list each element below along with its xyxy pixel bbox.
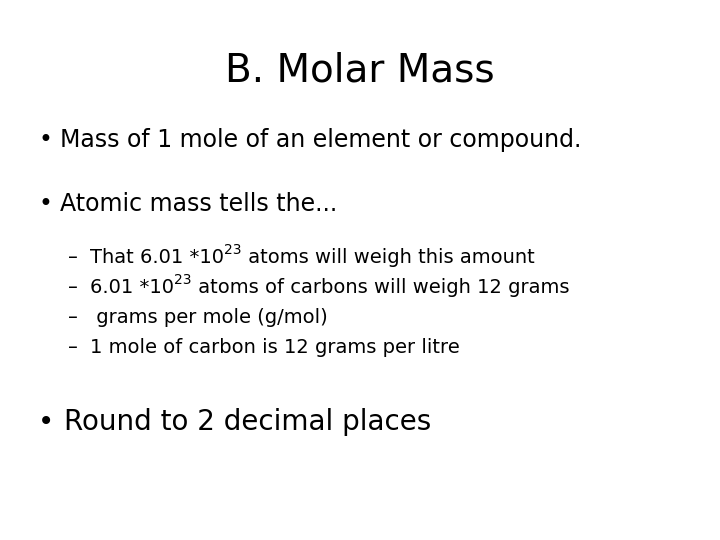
Text: •: • bbox=[38, 192, 52, 216]
Text: 23: 23 bbox=[174, 273, 192, 287]
Text: –: – bbox=[68, 248, 78, 267]
Text: –: – bbox=[68, 338, 78, 357]
Text: Mass of 1 mole of an element or compound.: Mass of 1 mole of an element or compound… bbox=[60, 128, 581, 152]
Text: •: • bbox=[38, 408, 54, 436]
Text: grams per mole (g/mol): grams per mole (g/mol) bbox=[90, 308, 328, 327]
Text: •: • bbox=[38, 128, 52, 152]
Text: –: – bbox=[68, 278, 78, 297]
Text: 6.01 *10: 6.01 *10 bbox=[90, 278, 174, 297]
Text: Round to 2 decimal places: Round to 2 decimal places bbox=[64, 408, 431, 436]
Text: B. Molar Mass: B. Molar Mass bbox=[225, 52, 495, 90]
Text: –: – bbox=[68, 308, 78, 327]
Text: 1 mole of carbon is 12 grams per litre: 1 mole of carbon is 12 grams per litre bbox=[90, 338, 460, 357]
Text: atoms will weigh this amount: atoms will weigh this amount bbox=[241, 248, 534, 267]
Text: Atomic mass tells the...: Atomic mass tells the... bbox=[60, 192, 337, 216]
Text: atoms of carbons will weigh 12 grams: atoms of carbons will weigh 12 grams bbox=[192, 278, 569, 297]
Text: 23: 23 bbox=[224, 242, 241, 256]
Text: That 6.01 *10: That 6.01 *10 bbox=[90, 248, 224, 267]
